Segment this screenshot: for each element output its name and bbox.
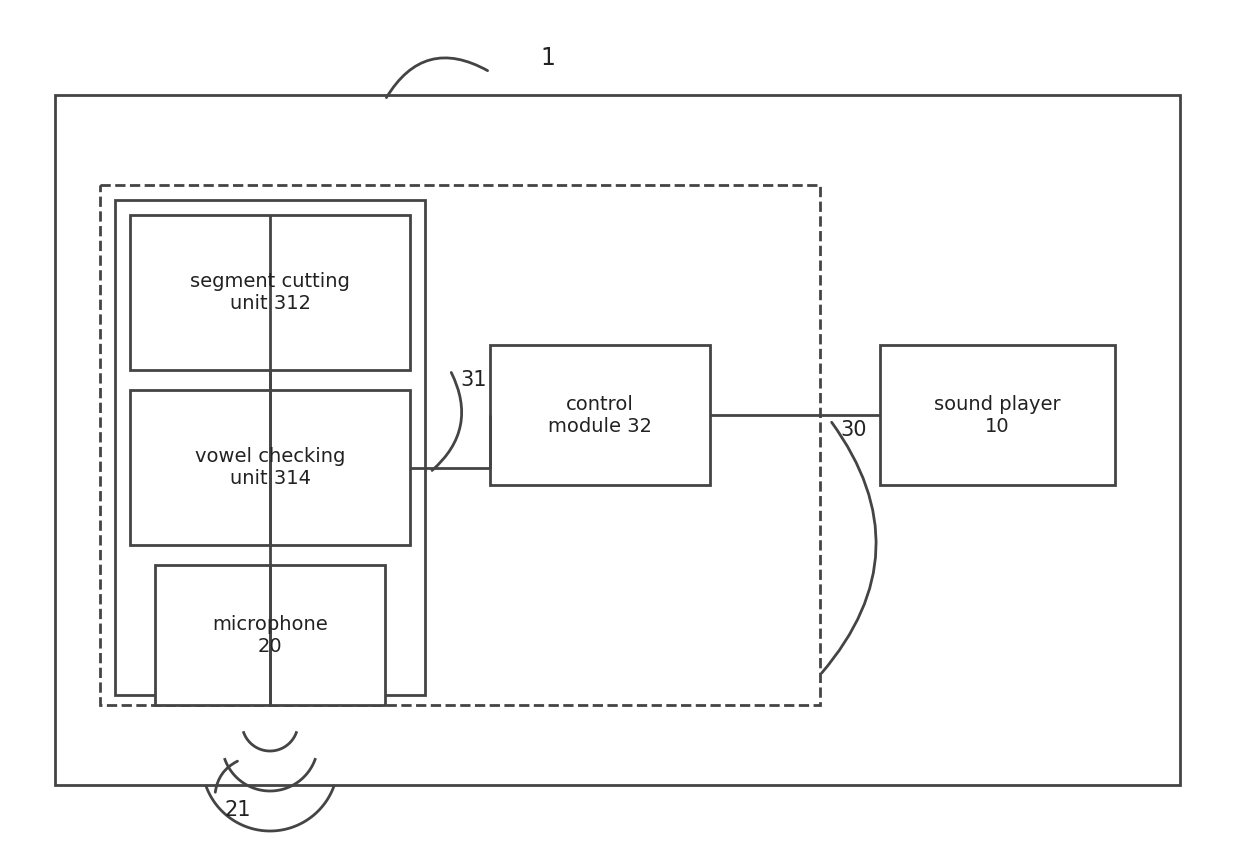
Bar: [115, 200, 425, 695]
Text: control
module 32: control module 32: [548, 395, 652, 435]
Text: segment cutting
unit 312: segment cutting unit 312: [190, 272, 350, 313]
Bar: [880, 345, 1115, 485]
Text: microphone
20: microphone 20: [212, 615, 327, 655]
Text: vowel checking
unit 314: vowel checking unit 314: [195, 447, 345, 488]
Bar: [130, 390, 410, 545]
Text: 1: 1: [539, 46, 554, 70]
Bar: [490, 345, 711, 485]
Bar: [130, 215, 410, 370]
Bar: [100, 185, 820, 705]
Bar: [155, 565, 384, 705]
Text: sound player
10: sound player 10: [934, 395, 1060, 435]
Text: 30: 30: [839, 420, 867, 440]
Bar: [55, 95, 1180, 785]
Text: 21: 21: [224, 800, 252, 820]
Text: 31: 31: [460, 370, 486, 390]
